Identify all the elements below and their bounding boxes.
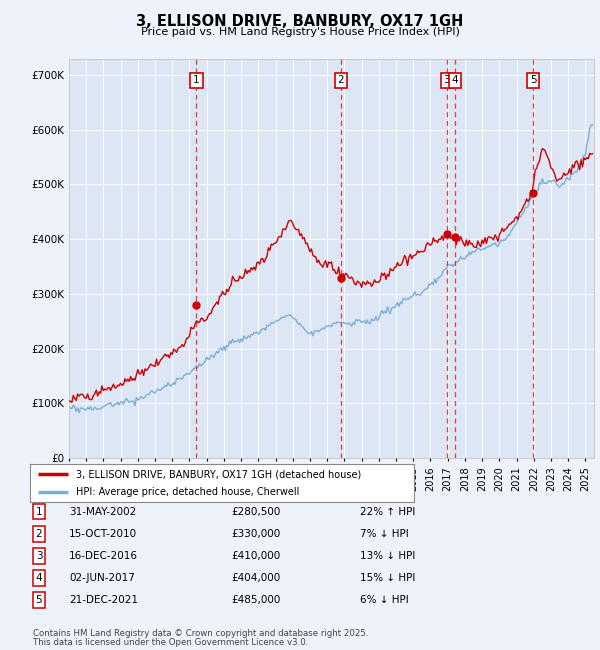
Text: 1: 1 — [193, 75, 200, 86]
Text: 3, ELLISON DRIVE, BANBURY, OX17 1GH: 3, ELLISON DRIVE, BANBURY, OX17 1GH — [136, 14, 464, 29]
Text: £485,000: £485,000 — [231, 595, 280, 605]
Text: 13% ↓ HPI: 13% ↓ HPI — [360, 551, 415, 561]
Text: 3: 3 — [443, 75, 450, 86]
Text: 4: 4 — [452, 75, 458, 86]
Text: Contains HM Land Registry data © Crown copyright and database right 2025.: Contains HM Land Registry data © Crown c… — [33, 629, 368, 638]
Text: HPI: Average price, detached house, Cherwell: HPI: Average price, detached house, Cher… — [76, 487, 299, 497]
Text: 1: 1 — [35, 506, 43, 517]
Text: This data is licensed under the Open Government Licence v3.0.: This data is licensed under the Open Gov… — [33, 638, 308, 647]
Text: 2: 2 — [338, 75, 344, 86]
Text: 31-MAY-2002: 31-MAY-2002 — [69, 506, 136, 517]
Text: 2: 2 — [35, 528, 43, 539]
Text: 6% ↓ HPI: 6% ↓ HPI — [360, 595, 409, 605]
Text: 16-DEC-2016: 16-DEC-2016 — [69, 551, 138, 561]
Text: £410,000: £410,000 — [231, 551, 280, 561]
Text: 15-OCT-2010: 15-OCT-2010 — [69, 528, 137, 539]
Text: 02-JUN-2017: 02-JUN-2017 — [69, 573, 135, 583]
Text: £404,000: £404,000 — [231, 573, 280, 583]
Text: 3, ELLISON DRIVE, BANBURY, OX17 1GH (detached house): 3, ELLISON DRIVE, BANBURY, OX17 1GH (det… — [76, 469, 361, 479]
Text: 5: 5 — [530, 75, 536, 86]
Text: 3: 3 — [35, 551, 43, 561]
Text: Price paid vs. HM Land Registry's House Price Index (HPI): Price paid vs. HM Land Registry's House … — [140, 27, 460, 37]
Text: £280,500: £280,500 — [231, 506, 280, 517]
Text: 15% ↓ HPI: 15% ↓ HPI — [360, 573, 415, 583]
Text: 5: 5 — [35, 595, 43, 605]
Text: £330,000: £330,000 — [231, 528, 280, 539]
Text: 7% ↓ HPI: 7% ↓ HPI — [360, 528, 409, 539]
Text: 21-DEC-2021: 21-DEC-2021 — [69, 595, 138, 605]
Text: 4: 4 — [35, 573, 43, 583]
Text: 22% ↑ HPI: 22% ↑ HPI — [360, 506, 415, 517]
